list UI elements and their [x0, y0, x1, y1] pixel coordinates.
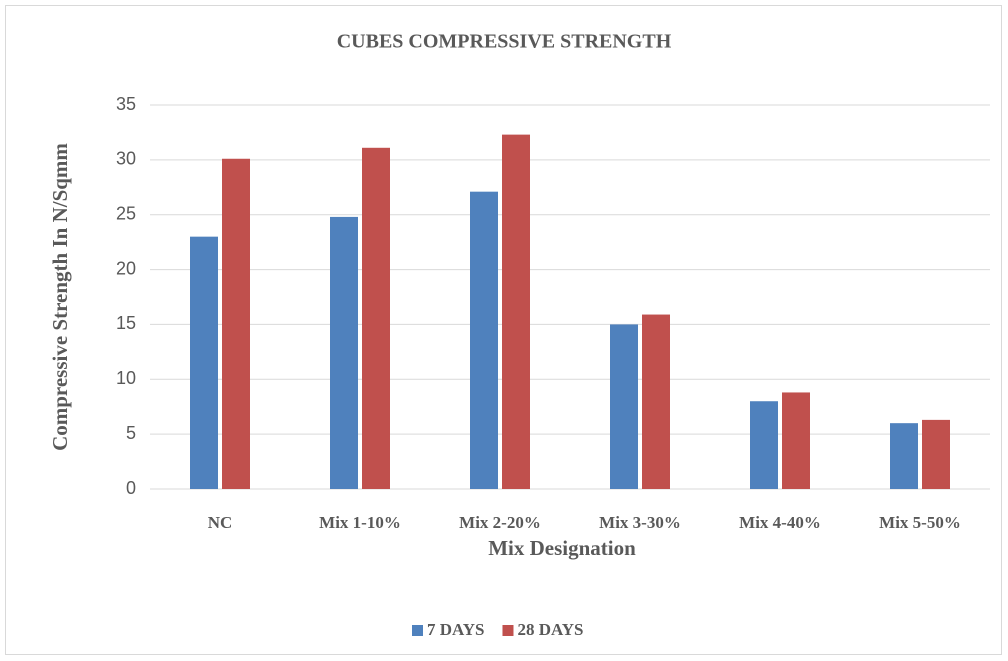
x-tick-label: Mix 5-50%	[879, 513, 961, 532]
y-tick-label: 25	[116, 203, 136, 223]
x-tick-label: Mix 2-20%	[459, 513, 541, 532]
y-axis-label: Compressive Strength In N/Sqmm	[48, 143, 72, 451]
legend-label: 7 DAYS	[427, 620, 484, 639]
x-tick-label: Mix 1-10%	[319, 513, 401, 532]
legend-swatch	[412, 625, 423, 636]
legend-label: 28 DAYS	[517, 620, 583, 639]
bar	[470, 191, 498, 489]
bar	[330, 216, 358, 489]
chart-title: CUBES COMPRESSIVE STRENGTH	[337, 31, 672, 53]
bar	[362, 147, 390, 489]
bar	[642, 314, 670, 489]
bar	[222, 158, 250, 489]
y-tick-label: 35	[116, 94, 136, 114]
bar	[502, 134, 530, 489]
legend-swatch	[502, 625, 514, 636]
bar	[190, 236, 218, 489]
y-tick-label: 10	[116, 368, 136, 388]
bar	[610, 324, 638, 489]
bar	[922, 419, 950, 489]
bar	[890, 423, 918, 489]
x-tick-label: Mix 4-40%	[739, 513, 821, 532]
y-tick-label: 5	[126, 423, 136, 443]
y-tick-label: 0	[126, 478, 136, 498]
x-axis-label: Mix Designation	[488, 536, 636, 560]
y-tick-label: 15	[116, 313, 136, 333]
x-tick-label: NC	[208, 513, 233, 532]
x-tick-label: Mix 3-30%	[599, 513, 681, 532]
y-tick-label: 30	[116, 149, 136, 169]
bar	[782, 392, 810, 489]
bar	[750, 401, 778, 489]
y-tick-label: 20	[116, 258, 136, 278]
